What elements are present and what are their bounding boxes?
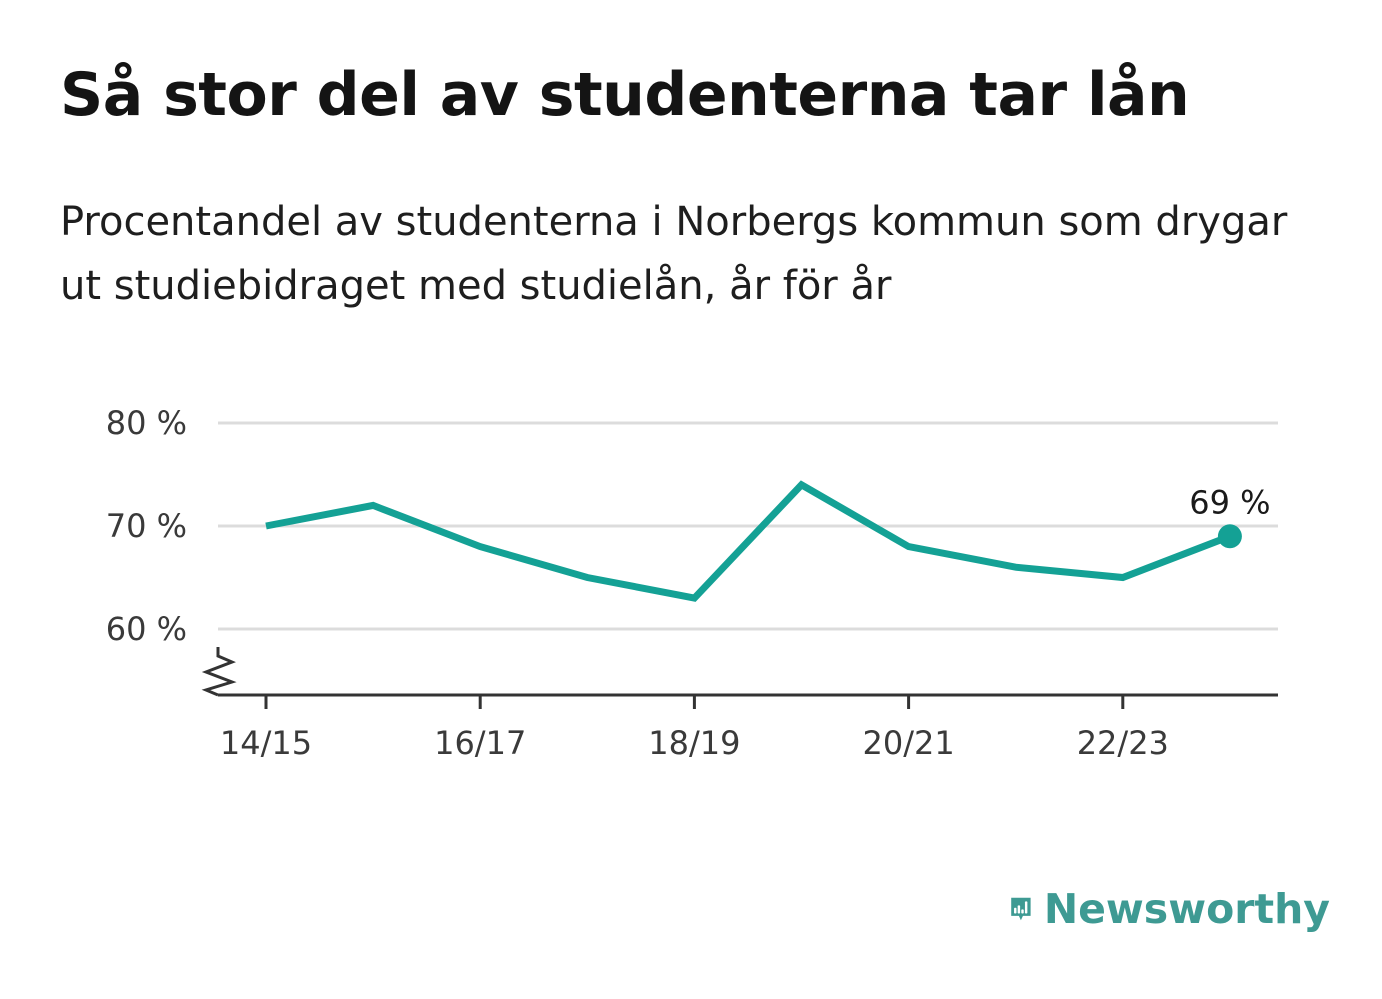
chart-subtitle: Procentandel av studenterna i Norbergs k… <box>60 199 1288 309</box>
y-axis-break-icon <box>201 647 237 697</box>
y-tick-label-80: 80 % <box>106 404 187 442</box>
y-tick-label-70: 70 % <box>106 507 187 545</box>
chart-title: Så stor del av studenterna tar lån <box>60 60 1190 130</box>
x-tick-label-22-23: 22/23 <box>1077 724 1169 762</box>
x-tick-label-16-17: 16/17 <box>434 724 526 762</box>
y-tick-label-60: 60 % <box>106 610 187 648</box>
x-tick-label-18-19: 18/19 <box>648 724 740 762</box>
last-point-marker <box>1217 524 1242 549</box>
last-value-label: 69 % <box>1189 483 1270 521</box>
x-axis <box>201 647 1278 709</box>
x-axis-labels: 14/15 16/17 18/19 20/21 22/23 <box>220 724 1169 762</box>
brand-logo: Newsworthy <box>1010 876 1330 942</box>
grid-lines <box>218 421 1278 631</box>
x-tick-label-20-21: 20/21 <box>862 724 954 762</box>
series-line-group <box>265 480 1232 602</box>
annotation-group: 69 % <box>1189 483 1271 549</box>
y-axis-labels: 60 % 70 % 80 % <box>106 404 187 648</box>
series-line-0 <box>265 480 1232 602</box>
brand-name: Newsworthy <box>1043 885 1330 933</box>
x-tick-label-14-15: 14/15 <box>220 724 312 762</box>
bar-chart-speech-bubble-icon <box>1011 897 1031 921</box>
